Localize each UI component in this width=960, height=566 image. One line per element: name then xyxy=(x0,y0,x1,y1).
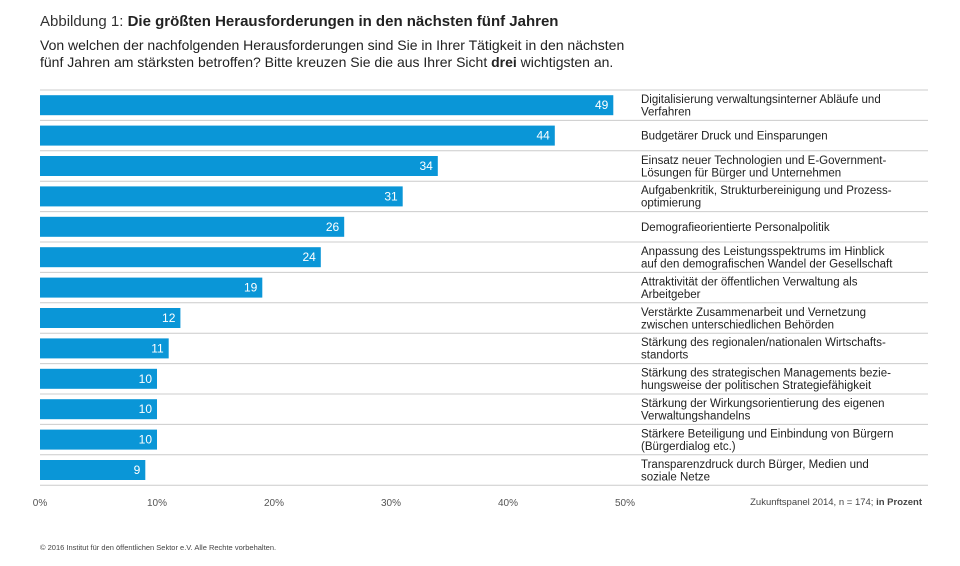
x-tick-label: 50% xyxy=(615,498,635,509)
category-label-line: Stärkung des strategischen Managements b… xyxy=(641,368,891,380)
x-tick-label: 10% xyxy=(147,498,167,509)
bar-value-label: 9 xyxy=(134,463,141,477)
bar-value-label: 24 xyxy=(302,250,316,264)
bar xyxy=(40,216,345,237)
category-label-line: (Bürgerdialog etc.) xyxy=(641,441,736,453)
category-label: Stärkung der Wirkungsorientierung des ei… xyxy=(641,398,885,423)
bar xyxy=(40,277,263,298)
copyright: © 2016 Institut für den öffentlichen Sek… xyxy=(40,543,277,552)
bar xyxy=(40,338,169,359)
category-label-line: Stärkung des regionalen/nationalen Wirts… xyxy=(641,337,886,349)
category-label-line: Stärkung der Wirkungsorientierung des ei… xyxy=(641,398,885,410)
category-label-line: Aufgabenkritik, Strukturbereinigung und … xyxy=(641,185,892,197)
bar-value-label: 10 xyxy=(139,402,153,416)
category-label: Transparenzdruck durch Bürger, Medien un… xyxy=(641,459,869,484)
category-label-line: zwischen unterschiedlichen Behörden xyxy=(641,319,834,331)
category-label: Digitalisierung verwaltungsinterner Ablä… xyxy=(641,94,881,119)
bar-value-label: 26 xyxy=(326,220,340,234)
category-label: Stärkung des strategischen Managements b… xyxy=(641,368,891,393)
x-tick-label: 40% xyxy=(498,498,518,509)
bar xyxy=(40,186,403,207)
bar-value-label: 31 xyxy=(384,189,398,203)
figure-label: Abbildung 1: xyxy=(40,13,124,30)
bar-value-label: 12 xyxy=(162,311,176,325)
question-text-2: wichtigsten an. xyxy=(516,54,614,70)
category-label-line: standorts xyxy=(641,350,689,362)
bar xyxy=(40,368,157,389)
bar xyxy=(40,308,181,328)
x-tick-label: 0% xyxy=(33,498,48,509)
category-label-line: auf den demografischen Wandel der Gesell… xyxy=(641,258,893,270)
bar xyxy=(40,125,555,146)
category-label: Demografieorientierte Personalpolitik xyxy=(641,222,830,234)
source-note: Zukunftspanel 2014, n = 174; in Prozent xyxy=(750,497,922,508)
category-label-line: Verfahren xyxy=(641,106,691,118)
bar-value-label: 49 xyxy=(595,98,609,112)
bar-value-label: 19 xyxy=(244,281,258,295)
category-label-line: Budgetärer Druck und Einsparungen xyxy=(641,131,828,143)
category-label-line: Lösungen für Bürger und Unternehmen xyxy=(641,167,841,179)
category-label: Anpassung des Leistungsspektrums im Hinb… xyxy=(641,246,893,271)
category-label-line: Verwaltungshandelns xyxy=(641,410,751,422)
bar-value-label: 10 xyxy=(139,433,153,447)
category-label: Stärkung des regionalen/nationalen Wirts… xyxy=(641,337,886,362)
chart-question: Von welchen der nachfolgenden Herausford… xyxy=(40,37,640,71)
category-label: Verstärkte Zusammenarbeit und Vernetzung… xyxy=(641,307,866,332)
question-text-1: Von welchen der nachfolgenden Herausford… xyxy=(40,37,625,70)
x-tick-label: 20% xyxy=(264,498,284,509)
category-label-line: Verstärkte Zusammenarbeit und Vernetzung xyxy=(641,307,866,319)
category-label: Aufgabenkritik, Strukturbereinigung und … xyxy=(641,185,892,210)
bar-value-label: 10 xyxy=(139,372,153,386)
category-label: Stärkere Beteiligung und Einbindung von … xyxy=(641,428,894,453)
bar xyxy=(40,247,321,268)
category-label-line: Arbeitgeber xyxy=(641,289,701,301)
category-label-line: Transparenzdruck durch Bürger, Medien un… xyxy=(641,459,869,471)
bar xyxy=(40,429,157,450)
bar xyxy=(40,399,157,420)
category-label-line: soziale Netze xyxy=(641,471,710,483)
category-label-line: hungsweise der politischen Strategiefähi… xyxy=(641,380,872,392)
category-label-line: Attraktivität der öffentlichen Verwaltun… xyxy=(641,276,858,288)
chart-title: Abbildung 1: Die größten Herausforderung… xyxy=(40,13,558,30)
category-label-line: optimierung xyxy=(641,198,701,210)
bar xyxy=(40,460,146,480)
bar-value-label: 44 xyxy=(536,129,550,143)
category-label-line: Stärkere Beteiligung und Einbindung von … xyxy=(641,428,894,440)
category-label-line: Digitalisierung verwaltungsinterner Ablä… xyxy=(641,94,881,106)
question-emphasis: drei xyxy=(491,54,517,70)
bar-value-label: 34 xyxy=(419,159,433,173)
source-note-text: Zukunftspanel 2014, n = 174; xyxy=(750,497,877,508)
category-label: Einsatz neuer Technologien und E-Governm… xyxy=(641,155,886,180)
bar xyxy=(40,95,614,116)
x-tick-label: 30% xyxy=(381,498,401,509)
bar-value-label: 11 xyxy=(151,341,164,355)
bar xyxy=(40,156,438,176)
category-label: Budgetärer Druck und Einsparungen xyxy=(641,131,828,143)
category-label-line: Einsatz neuer Technologien und E-Governm… xyxy=(641,155,886,167)
source-note-unit: in Prozent xyxy=(876,497,922,508)
category-label: Attraktivität der öffentlichen Verwaltun… xyxy=(641,276,858,301)
category-label-line: Anpassung des Leistungsspektrums im Hinb… xyxy=(641,246,885,258)
figure-title: Die größten Herausforderungen in den näc… xyxy=(127,13,559,30)
category-label-line: Demografieorientierte Personalpolitik xyxy=(641,222,830,234)
